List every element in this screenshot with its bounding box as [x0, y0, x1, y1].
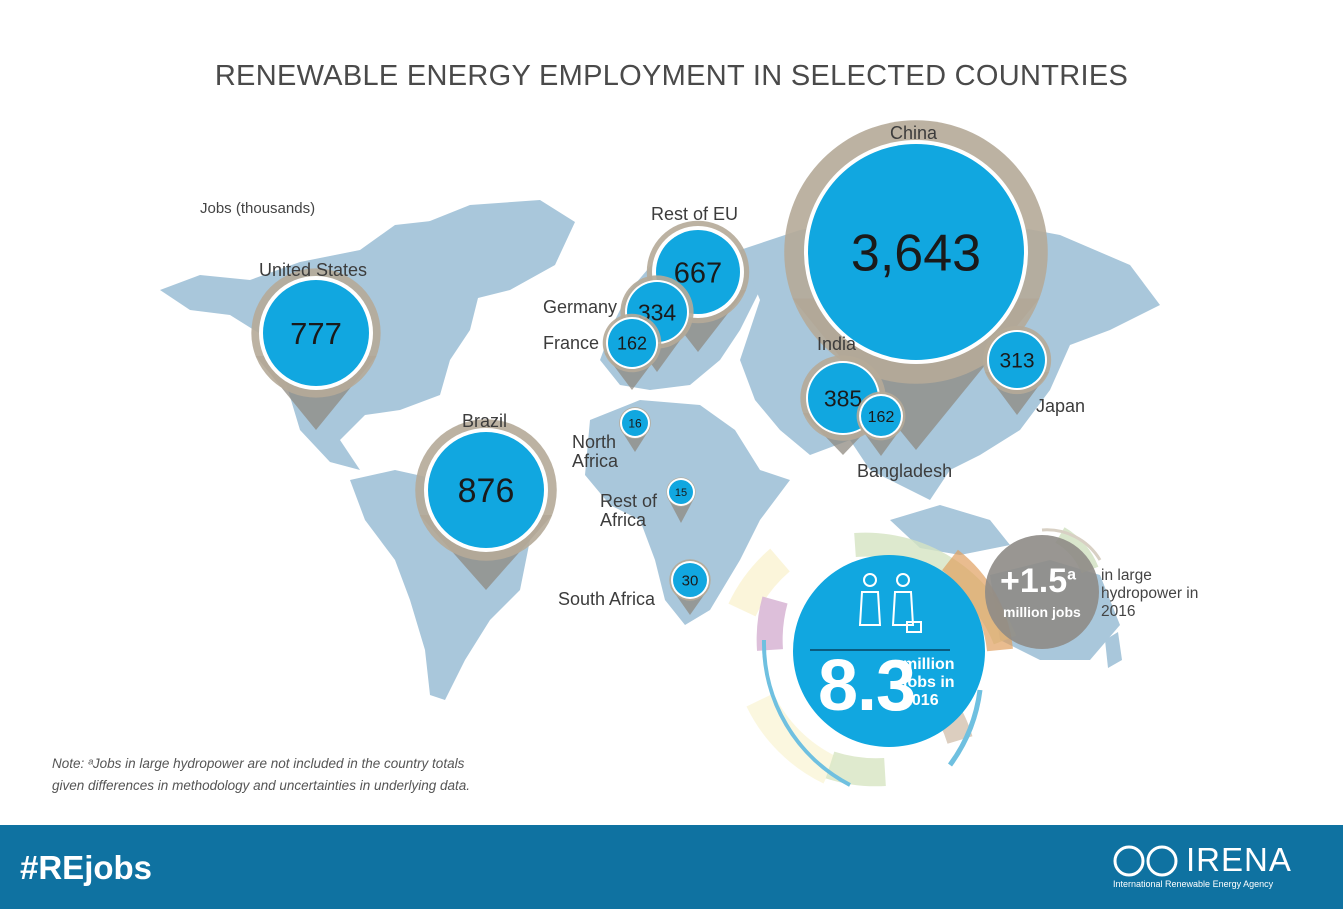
pin-value-france: 162 — [617, 333, 647, 353]
pin-brazil: 876 — [415, 419, 557, 590]
irena-logo-icon — [1113, 845, 1178, 877]
country-label-china: China — [890, 123, 938, 143]
country-label-south-africa: South Africa — [558, 589, 656, 609]
pin-value-india: 385 — [824, 385, 862, 411]
footnote-line-2: given differences in methodology and unc… — [52, 778, 471, 793]
pin-value-china: 3,643 — [851, 225, 981, 283]
page-title: RENEWABLE ENERGY EMPLOYMENT IN SELECTED … — [214, 60, 1129, 92]
country-label-rest-of-africa: Rest of Africa — [600, 491, 658, 530]
pin-value-rest-of-eu: 667 — [674, 257, 722, 289]
workers-icon — [858, 573, 922, 633]
hydro-sup: a — [1067, 566, 1077, 584]
hydro-label: in large hydropower in 2016 — [1101, 567, 1199, 620]
footnote: Note: ᵃJobs in large hydropower are not … — [52, 753, 470, 797]
pin-north-africa: 16 — [619, 407, 651, 452]
pin-value-brazil: 876 — [458, 472, 515, 510]
country-label-india: India — [817, 334, 857, 354]
pin-value-south-africa: 30 — [682, 572, 699, 589]
pin-bangladesh: 162 — [856, 391, 906, 456]
pin-china: 3,643 — [784, 120, 1048, 450]
pin-france: 162 — [602, 313, 662, 390]
pin-value-united-states: 777 — [290, 316, 342, 351]
total-rings — [728, 527, 1099, 787]
total-label: million jobs in 2016 — [903, 656, 955, 709]
country-label-germany: Germany — [543, 297, 618, 317]
pin-circle — [608, 319, 656, 367]
pin-circle — [622, 410, 648, 436]
pin-value-bangladesh: 162 — [868, 409, 895, 426]
pin-circle — [428, 432, 544, 548]
footer-bar: #REjobs IRENA International Renewable En… — [0, 825, 1343, 909]
hydro-value: +1.5a — [1000, 562, 1076, 601]
hydro-ring — [1041, 528, 1102, 561]
footnote-line-1: Note: ᵃJobs in large hydropower are not … — [52, 756, 465, 771]
hashtag[interactable]: #REjobs — [20, 849, 153, 886]
africa-shape — [585, 400, 790, 625]
irena-subtitle: International Renewable Energy Agency — [1113, 879, 1274, 889]
pin-circle — [989, 332, 1045, 388]
pin-circle — [861, 396, 901, 436]
pin-circle — [673, 563, 707, 597]
total-value: 8.3 — [818, 646, 916, 726]
pin-circle — [808, 144, 1024, 360]
pin-south-africa: 30 — [669, 559, 711, 615]
irena-brand: IRENA — [1186, 841, 1292, 878]
pin-united-states: 777 — [251, 268, 381, 430]
country-label-japan: Japan — [1036, 396, 1086, 416]
pin-rest-of-africa: 15 — [666, 477, 696, 523]
country-label-france: France — [543, 333, 600, 353]
units-label: Jobs (thousands) — [200, 200, 316, 217]
pin-circle — [669, 480, 693, 504]
new-zealand-shape — [1105, 632, 1122, 668]
pin-japan: 313 — [982, 325, 1052, 415]
country-label-brazil: Brazil — [462, 411, 508, 431]
hydro-number: +1.5 — [1000, 562, 1068, 600]
pin-value-japan: 313 — [999, 350, 1034, 373]
pin-value-north-africa: 16 — [628, 416, 642, 430]
pin-value-rest-of-africa: 15 — [675, 487, 687, 499]
country-label-united-states: United States — [259, 260, 368, 280]
hydro-unit: million jobs — [1003, 604, 1081, 620]
pin-circle — [263, 280, 369, 386]
greenland-shape — [420, 200, 575, 300]
country-label-north-africa: North Africa — [572, 432, 619, 471]
country-label-bangladesh: Bangladesh — [857, 461, 953, 481]
hydro-circle — [985, 535, 1099, 649]
country-label-rest-of-eu: Rest of EU — [651, 204, 739, 224]
